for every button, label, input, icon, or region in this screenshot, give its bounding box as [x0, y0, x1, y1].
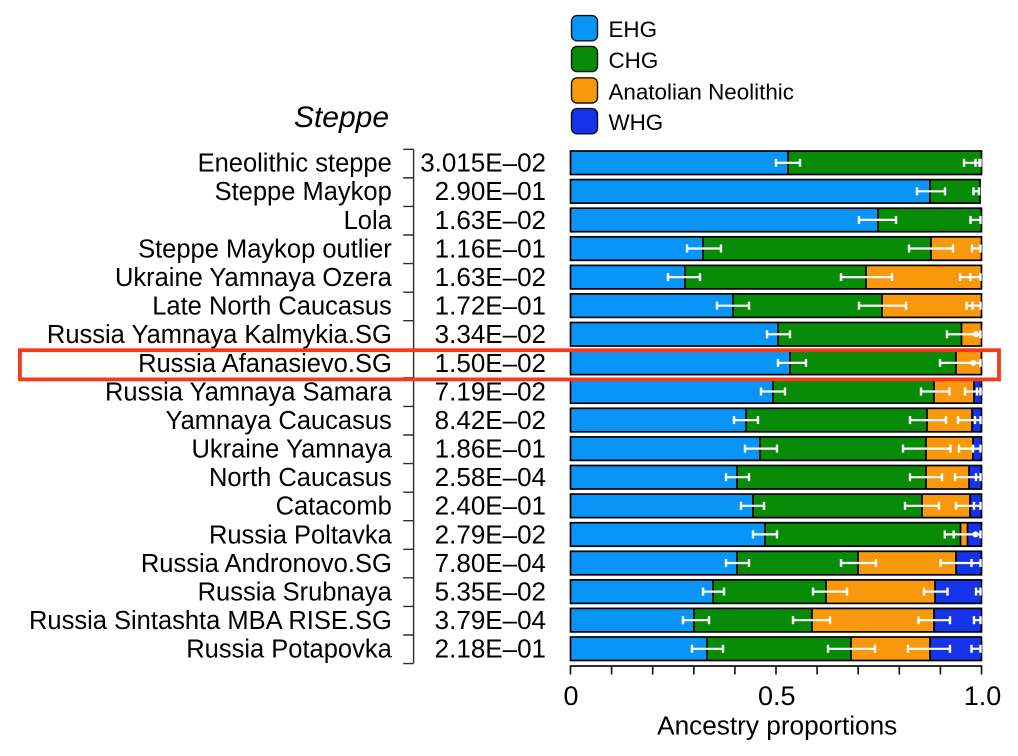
svg-text:Steppe: Steppe: [294, 101, 389, 134]
svg-text:1.72E–01: 1.72E–01: [435, 291, 546, 321]
svg-text:2.79E–02: 2.79E–02: [435, 519, 546, 549]
svg-text:1.16E–01: 1.16E–01: [435, 233, 546, 263]
svg-text:Russia Poltavka: Russia Poltavka: [209, 521, 393, 549]
svg-text:Ancestry proportions: Ancestry proportions: [657, 711, 897, 741]
svg-text:Lola: Lola: [344, 207, 393, 235]
svg-text:2.18E–01: 2.18E–01: [435, 634, 546, 664]
svg-text:Russia Sintashta MBA RISE.SG: Russia Sintashta MBA RISE.SG: [29, 607, 392, 635]
svg-text:5.35E–02: 5.35E–02: [435, 577, 546, 607]
svg-text:EHG: EHG: [609, 17, 658, 42]
svg-text:North Caucasus: North Caucasus: [209, 464, 392, 492]
svg-text:7.19E–02: 7.19E–02: [435, 376, 546, 406]
svg-text:Late North Caucasus: Late North Caucasus: [152, 293, 392, 321]
svg-text:Yamnaya Caucasus: Yamnaya Caucasus: [165, 407, 391, 435]
svg-text:Steppe Maykop outlier: Steppe Maykop outlier: [138, 235, 392, 263]
svg-text:Russia Afanasievo.SG: Russia Afanasievo.SG: [138, 350, 392, 378]
svg-text:Anatolian Neolithic: Anatolian Neolithic: [609, 79, 794, 104]
svg-text:8.42E–02: 8.42E–02: [435, 405, 546, 435]
svg-text:2.90E–01: 2.90E–01: [435, 176, 546, 206]
svg-text:Russia Srubnaya: Russia Srubnaya: [198, 579, 393, 607]
svg-text:1.50E–02: 1.50E–02: [435, 348, 546, 378]
svg-text:Russia Andronovo.SG: Russia Andronovo.SG: [141, 550, 392, 578]
svg-text:Ukraine Yamnaya Ozera: Ukraine Yamnaya Ozera: [115, 264, 393, 292]
svg-text:3.34E–02: 3.34E–02: [435, 319, 546, 349]
svg-text:0: 0: [563, 681, 578, 711]
svg-text:Ukraine Yamnaya: Ukraine Yamnaya: [191, 436, 392, 464]
svg-text:3.79E–04: 3.79E–04: [435, 605, 546, 635]
svg-text:Steppe Maykop: Steppe Maykop: [215, 178, 392, 206]
svg-text:1.0: 1.0: [964, 681, 1002, 711]
svg-text:CHG: CHG: [609, 48, 659, 73]
svg-text:Russia Yamnaya Samara: Russia Yamnaya Samara: [105, 378, 393, 406]
svg-text:1.86E–01: 1.86E–01: [435, 434, 546, 464]
svg-text:2.40E–01: 2.40E–01: [435, 491, 546, 521]
svg-text:2.58E–04: 2.58E–04: [435, 462, 546, 492]
svg-text:Russia Potapovka: Russia Potapovka: [186, 636, 392, 664]
svg-text:3.015E–02: 3.015E–02: [420, 148, 546, 178]
svg-text:Catacomb: Catacomb: [276, 493, 392, 521]
svg-text:1.63E–02: 1.63E–02: [435, 205, 546, 235]
svg-text:1.63E–02: 1.63E–02: [435, 262, 546, 292]
svg-text:Russia Yamnaya Kalmykia.SG: Russia Yamnaya Kalmykia.SG: [47, 321, 392, 349]
svg-text:WHG: WHG: [609, 110, 664, 135]
svg-text:Eneolithic steppe: Eneolithic steppe: [198, 150, 392, 178]
svg-text:7.80E–04: 7.80E–04: [435, 548, 546, 578]
svg-text:0.5: 0.5: [758, 681, 796, 711]
